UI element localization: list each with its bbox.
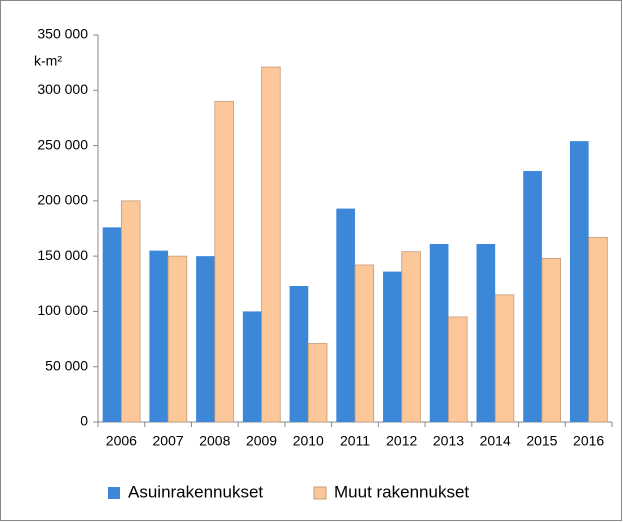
x-tick-label: 2012 xyxy=(386,433,417,449)
y-tick-label: 100 000 xyxy=(37,302,88,318)
bar xyxy=(354,264,375,423)
bar xyxy=(214,100,234,423)
legend-swatch xyxy=(313,486,327,500)
bar xyxy=(289,285,309,422)
bar xyxy=(401,251,421,423)
bar xyxy=(476,243,496,422)
bar xyxy=(149,250,169,422)
bar xyxy=(196,256,215,422)
bar xyxy=(429,243,449,422)
bar xyxy=(523,171,542,422)
legend-label: Muut rakennukset xyxy=(334,482,469,501)
bar xyxy=(102,227,122,422)
y-tick-label: 0 xyxy=(80,413,88,429)
y-tick-label: 150 000 xyxy=(37,247,88,263)
x-tick-label: 2008 xyxy=(199,433,230,449)
x-tick-label: 2013 xyxy=(433,433,464,449)
bar xyxy=(383,271,402,422)
y-unit-label: k-m² xyxy=(34,53,62,69)
bar xyxy=(167,255,188,423)
bar xyxy=(588,236,608,423)
legend-swatch xyxy=(108,487,120,499)
bar xyxy=(569,141,589,423)
y-tick-label: 50 000 xyxy=(45,357,88,373)
x-tick-label: 2014 xyxy=(480,433,511,449)
x-tick-label: 2016 xyxy=(573,433,604,449)
bar xyxy=(448,316,468,423)
y-tick-label: 350 000 xyxy=(37,26,88,42)
x-tick-label: 2011 xyxy=(340,433,370,449)
bar xyxy=(261,66,281,423)
x-tick-label: 2010 xyxy=(293,433,324,449)
bar xyxy=(307,343,328,423)
y-tick-label: 250 000 xyxy=(37,136,88,152)
x-tick-label: 2006 xyxy=(106,433,137,449)
bar xyxy=(541,257,562,423)
bar xyxy=(494,294,515,423)
bar xyxy=(242,311,262,422)
x-tick-label: 2015 xyxy=(526,433,557,449)
bar xyxy=(336,208,355,422)
x-tick-label: 2007 xyxy=(153,433,184,449)
legend-label: Asuinrakennukset xyxy=(128,482,263,501)
y-tick-label: 200 000 xyxy=(37,192,88,208)
y-tick-label: 300 000 xyxy=(37,81,88,97)
x-tick-label: 2009 xyxy=(246,433,277,449)
bar xyxy=(120,200,141,423)
